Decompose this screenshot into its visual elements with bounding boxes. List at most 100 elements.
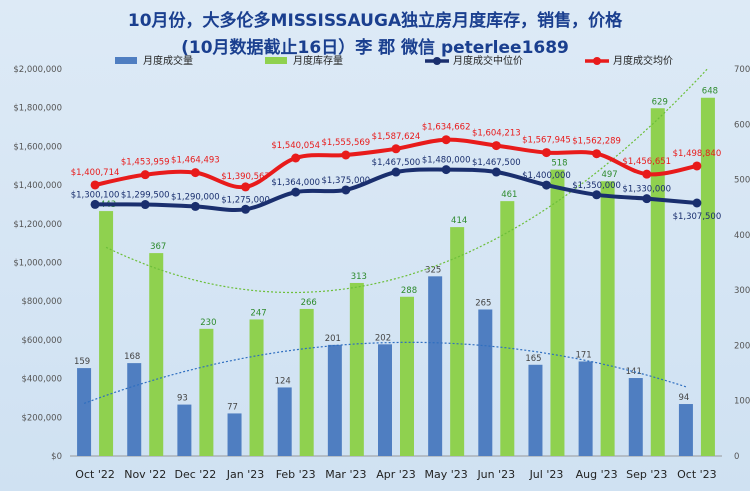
bar-sales [528,364,543,456]
point-average-price [491,141,501,151]
right-axis-tick-label: 700 [734,65,750,75]
bar-data-label: 518 [551,159,567,169]
data-label-median-price: $1,350,000 [572,181,621,191]
point-average-price [90,180,100,190]
x-axis-tick-label: Dec '22 [174,468,216,481]
bar-data-label: 93 [177,394,188,404]
data-label-median-price: $1,375,000 [322,176,371,186]
point-average-price [140,170,150,180]
x-axis-tick-label: Oct '23 [677,468,717,481]
data-label-median-price: $1,467,500 [472,158,521,168]
data-label-average-price: $1,634,662 [422,123,471,133]
bar-data-label: 77 [227,402,238,412]
bar-data-label: 367 [150,242,166,252]
bar-inventory [500,201,515,456]
bar-data-label: 414 [451,216,467,226]
point-median-price [491,167,501,177]
bar-inventory [99,211,114,456]
bar-data-label: 313 [351,272,367,282]
bar-sales [327,344,342,456]
chart-title-line-1: 10月份，大多伦多MISSISSAUGA独立房月度库存，销售，价格 [127,11,623,31]
bar-data-label: 247 [250,308,266,318]
bar-data-label: 124 [275,376,291,386]
bar-data-label: 629 [652,97,668,107]
legend-swatch-inventory [265,57,287,64]
data-label-average-price: $1,555,569 [322,138,371,148]
data-label-median-price: $1,480,000 [422,156,471,166]
left-axis-tick-label: $0 [51,452,62,462]
bar-inventory [450,227,465,456]
point-average-price [541,148,551,158]
bar-data-label: 141 [626,367,642,377]
trendline-inventory [105,67,709,294]
legend-marker-median-price [433,57,441,65]
right-axis-tick-label: 300 [734,286,750,296]
legend-label-sales: 月度成交量 [143,54,193,67]
bar-data-label: 288 [401,286,417,296]
data-label-median-price: $1,300,100 [71,190,120,200]
bar-inventory [199,328,214,456]
data-label-average-price: $1,456,651 [622,157,671,167]
data-label-median-price: $1,467,500 [372,158,421,168]
chart-title-line-2: (10月数据截止16日）李 郡 微信 peterlee1689 [181,38,569,58]
bar-inventory [249,319,264,456]
bar-data-label: 325 [425,265,441,275]
bar-data-label: 648 [702,87,718,97]
left-axis-tick-label: $200,000 [21,413,62,423]
data-label-average-price: $1,540,054 [271,141,320,151]
point-average-price [441,135,451,145]
point-average-price [592,149,602,159]
data-label-average-price: $1,453,959 [121,158,170,168]
left-axis-tick-label: $2,000,000 [13,65,62,75]
x-axis-tick-label: Oct '22 [75,468,115,481]
point-median-price [90,199,100,209]
point-median-price [541,180,551,190]
right-axis-tick-label: 100 [734,397,750,407]
bar-data-label: 159 [74,357,90,367]
data-label-median-price: $1,307,500 [673,212,722,222]
x-axis-tick-label: Apr '23 [376,468,416,481]
bar-inventory [400,296,414,456]
bar-data-label: 168 [124,352,140,362]
point-median-price [291,187,301,197]
data-label-average-price: $1,567,945 [522,136,571,146]
data-label-median-price: $1,330,000 [622,185,671,195]
data-label-average-price: $1,587,624 [372,132,421,142]
point-median-price [441,165,451,175]
point-median-price [391,167,401,177]
left-axis-tick-label: $1,800,000 [13,104,62,114]
point-average-price [692,161,702,171]
bar-sales [177,404,192,456]
left-axis-tick-label: $1,400,000 [13,181,62,191]
x-axis-tick-label: Feb '23 [276,468,316,481]
bar-inventory [149,253,164,456]
point-average-price [241,182,251,192]
left-axis-tick-label: $1,200,000 [13,220,62,230]
bar-inventory [650,108,665,456]
point-average-price [391,144,401,154]
bar-data-label: 171 [575,350,591,360]
data-label-average-price: $1,400,714 [71,168,120,178]
x-axis-tick-label: Jan '23 [226,468,264,481]
bar-inventory [299,308,314,456]
point-median-price [341,185,351,195]
bar-data-label: 165 [525,354,541,364]
data-label-median-price: $1,275,000 [221,195,270,205]
right-axis-tick-label: 0 [734,452,739,462]
data-label-average-price: $1,604,213 [472,129,521,139]
point-average-price [190,168,200,178]
point-average-price [341,150,351,160]
bar-inventory [349,282,364,456]
point-median-price [592,190,602,200]
bar-data-label: 94 [679,393,690,403]
data-label-median-price: $1,364,000 [271,178,320,188]
bar-sales [277,387,292,456]
bar-sales [227,413,242,456]
data-label-average-price: $1,390,567 [221,172,270,182]
left-axis-tick-label: $1,600,000 [13,142,62,152]
bar-sales [127,363,142,456]
x-axis-tick-label: Aug '23 [576,468,618,481]
right-axis-tick-label: 600 [734,120,750,130]
bar-data-label: 497 [601,170,617,180]
point-average-price [642,169,652,179]
